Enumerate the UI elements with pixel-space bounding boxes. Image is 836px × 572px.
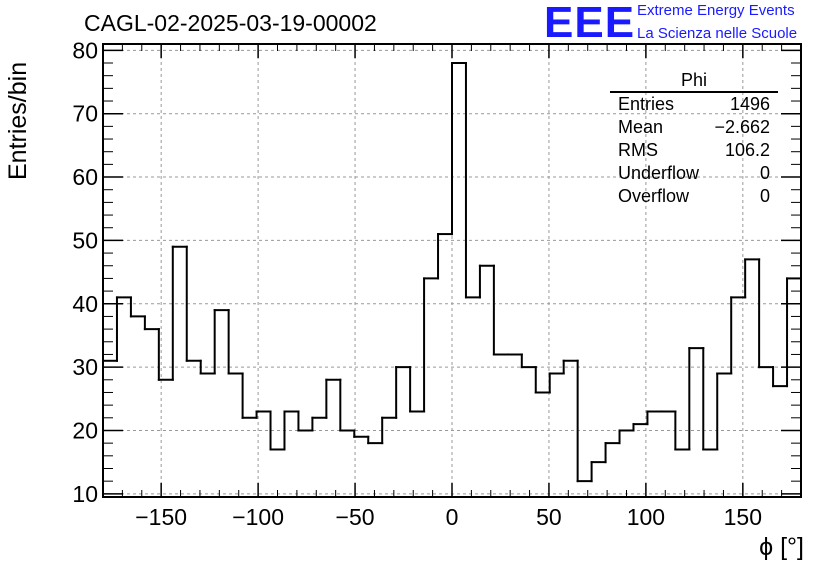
stats-row-entries: Entries 1496 — [610, 93, 778, 116]
x-tick-label: −100 — [232, 504, 284, 530]
stats-value: 1496 — [729, 94, 770, 114]
logo-line-2: La Scienza nelle Scuole — [637, 25, 798, 42]
x-tick-label: 50 — [536, 504, 562, 530]
stats-row-overflow: Overflow 0 — [610, 185, 778, 208]
y-axis-label: Entries/bin — [4, 61, 32, 180]
x-tick-label: 100 — [627, 504, 665, 530]
x-tick-label: −150 — [135, 504, 187, 530]
tick-labels: −150 −100 −50 0 50 100 150 10 20 30 40 50 60 70 80 — [72, 37, 762, 530]
stats-row-underflow: Underflow 0 — [610, 162, 778, 185]
stats-value: 0 — [759, 186, 770, 206]
y-tick-label: 80 — [72, 37, 98, 63]
logo-line-1: Extreme Energy Events — [637, 2, 795, 19]
y-tick-label: 40 — [72, 291, 98, 317]
y-tick-label: 10 — [72, 481, 98, 507]
y-tick-label: 70 — [72, 101, 98, 127]
eee-logo: EEE Extreme Energy Events La Scienza nel… — [544, 0, 834, 47]
plot-frame — [102, 43, 802, 498]
y-tick-label: 30 — [72, 354, 98, 380]
histogram-bars — [102, 62, 802, 483]
eee-logo-mark: EEE — [544, 0, 636, 47]
stats-value: −2.662 — [714, 117, 770, 137]
stats-row-mean: Mean −2.662 — [610, 116, 778, 139]
stats-box: Phi Entries 1496 Mean −2.662 RMS 106.2 U… — [610, 70, 778, 208]
x-tick-label: 150 — [724, 504, 762, 530]
stats-label: Overflow — [618, 186, 690, 206]
axis-ticks — [103, 44, 801, 497]
stats-label: Mean — [618, 117, 664, 137]
x-tick-label: 0 — [446, 504, 459, 530]
x-axis-label: ϕ [°] — [759, 533, 804, 561]
stats-box-name: Phi — [610, 70, 778, 93]
stats-label: RMS — [618, 140, 658, 160]
stats-label: Underflow — [618, 163, 700, 183]
y-tick-label: 50 — [72, 227, 98, 253]
stats-value: 106.2 — [724, 140, 770, 160]
stats-label: Entries — [618, 94, 675, 114]
x-tick-label: −50 — [336, 504, 375, 530]
chart-title: CAGL-02-2025-03-19-00002 — [84, 10, 377, 36]
y-tick-label: 60 — [72, 164, 98, 190]
stats-row-rms: RMS 106.2 — [610, 139, 778, 162]
stats-value: 0 — [759, 163, 770, 183]
y-tick-label: 20 — [72, 417, 98, 443]
